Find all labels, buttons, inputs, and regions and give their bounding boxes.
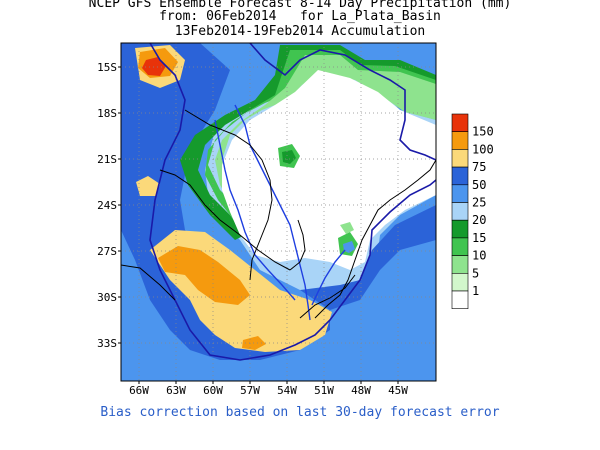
legend-swatch-10 [451, 237, 469, 256]
country-border-d [299, 274, 356, 319]
country-border-a [184, 109, 273, 281]
river-uruguay [311, 249, 346, 306]
lon-axis: 66W 63W 60W 57W 54W 51W 48W 45W [129, 381, 408, 397]
title-line-3: 13Feb2014-19Feb2014 Accumulation [174, 24, 426, 39]
legend-label-1: 1 [472, 284, 479, 298]
lat-label-15S: 15S [97, 61, 117, 74]
country-border-b [159, 169, 291, 271]
country-border-e [121, 264, 176, 301]
legend-swatch-5 [451, 255, 469, 274]
river-parana [234, 104, 311, 321]
river-paraguay [214, 119, 296, 301]
legend-label-15: 15 [472, 231, 486, 245]
legend-swatch-50 [451, 166, 469, 186]
lat-label-18S: 18S [97, 107, 117, 120]
legend-swatch-100 [451, 131, 469, 150]
legend-swatch-none [451, 290, 469, 310]
lon-label-54W: 54W [277, 384, 297, 397]
legend-swatch-25 [451, 184, 469, 203]
lat-label-30S: 30S [97, 291, 117, 304]
lon-label-66W: 66W [129, 384, 149, 397]
map-lines [121, 43, 436, 361]
legend-label-20: 20 [472, 213, 486, 227]
title-line-2: from: 06Feb2014 for La_Plata_Basin [159, 9, 441, 24]
map-frame [120, 42, 437, 382]
lat-label-24S: 24S [97, 199, 117, 212]
legend-swatch-75 [451, 149, 469, 168]
lon-label-57W: 57W [240, 384, 260, 397]
legend-swatch-1 [451, 272, 469, 292]
legend-swatch-150 [451, 113, 469, 133]
bias-note: Bias correction based on last 30-day for… [100, 405, 500, 420]
legend: 150 100 75 50 25 20 15 10 5 1 [451, 113, 494, 310]
legend-label-150: 150 [472, 125, 494, 139]
lat-axis: 15S 18S 21S 24S 27S 30S 33S [97, 61, 121, 350]
lat-label-27S: 27S [97, 245, 117, 258]
coastline [314, 159, 436, 319]
lon-label-60W: 60W [203, 384, 223, 397]
legend-label-100: 100 [472, 142, 494, 156]
title-line-1: NCEP GFS Ensemble Forecast 8-14 Day Prec… [88, 0, 512, 11]
lat-label-33S: 33S [97, 337, 117, 350]
lon-label-63W: 63W [166, 384, 186, 397]
basin-boundary-north [249, 43, 436, 161]
lon-label-51W: 51W [314, 384, 334, 397]
legend-label-75: 75 [472, 160, 486, 174]
legend-swatch-15 [451, 219, 469, 239]
legend-label-10: 10 [472, 249, 486, 263]
legend-label-5: 5 [472, 266, 479, 280]
legend-label-50: 50 [472, 178, 486, 192]
legend-swatch-20 [451, 202, 469, 221]
legend-label-25: 25 [472, 196, 486, 210]
lon-label-48W: 48W [351, 384, 371, 397]
precip-field [121, 43, 436, 381]
lat-label-21S: 21S [97, 153, 117, 166]
basin-boundary [149, 43, 436, 361]
lon-label-45W: 45W [388, 384, 408, 397]
country-border-c [289, 219, 306, 271]
